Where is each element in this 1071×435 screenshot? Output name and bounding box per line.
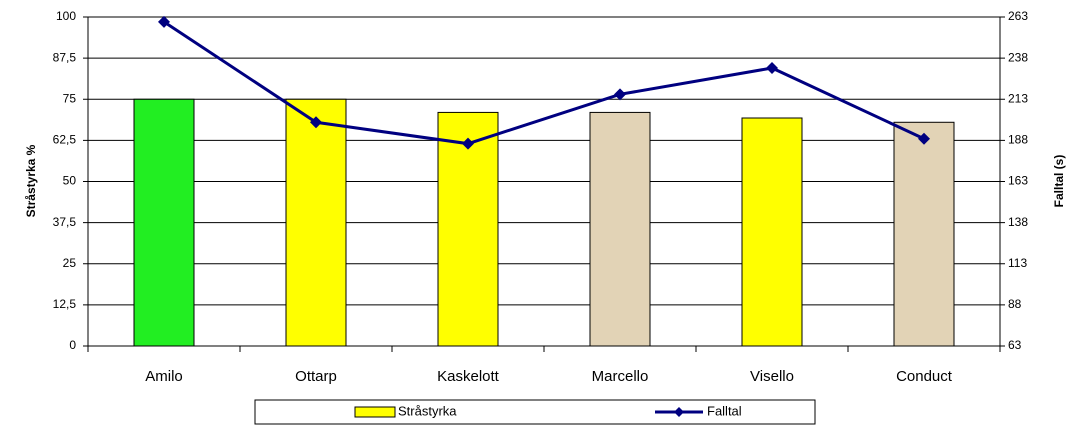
y-tick-label: 37,5 (53, 215, 77, 229)
line-marker (614, 88, 626, 101)
y2-tick-label: 88 (1008, 297, 1022, 311)
line-marker (918, 132, 930, 145)
line-marker (462, 137, 474, 150)
y-tick-label: 12,5 (53, 297, 77, 311)
y-tick-label: 25 (63, 256, 77, 270)
y-axis-title: Stråstyrka % (24, 144, 38, 217)
y2-tick-label: 188 (1008, 133, 1028, 147)
y-tick-label: 87,5 (53, 50, 77, 64)
legend-label: Falltal (707, 403, 742, 418)
y-tick-label: 62,5 (53, 133, 77, 147)
bar (133, 98, 195, 347)
line-marker (158, 15, 170, 28)
y-tick-label: 50 (63, 174, 77, 188)
x-tick-label: Conduct (896, 368, 953, 385)
y-tick-label: 100 (56, 9, 76, 23)
bar (893, 121, 955, 347)
line-marker (310, 116, 322, 129)
y2-tick-label: 263 (1008, 9, 1028, 23)
legend-marker (674, 407, 684, 417)
y-tick-label: 0 (69, 338, 76, 352)
y2-tick-label: 63 (1008, 338, 1022, 352)
bar (285, 98, 347, 347)
y2-axis-title: Falltal (s) (1052, 155, 1066, 208)
x-tick-label: Ottarp (295, 368, 337, 385)
x-tick-label: Marcello (592, 368, 649, 385)
line (163, 20, 925, 146)
y2-tick-label: 113 (1008, 256, 1027, 270)
x-tick-label: Kaskelott (437, 368, 500, 385)
x-tick-label: Amilo (145, 368, 183, 385)
y2-tick-label: 213 (1008, 91, 1028, 105)
bar (589, 111, 651, 347)
line-marker (766, 61, 778, 74)
bar (437, 111, 499, 347)
legend-label: Stråstyrka (398, 403, 457, 418)
y2-tick-label: 138 (1008, 215, 1028, 229)
legend-swatch (354, 406, 396, 418)
y-tick-label: 75 (63, 91, 77, 105)
bar (741, 117, 803, 347)
y2-tick-label: 238 (1008, 50, 1028, 64)
y2-tick-label: 163 (1008, 174, 1028, 188)
x-tick-label: Visello (750, 368, 794, 385)
legend-box (254, 399, 816, 425)
